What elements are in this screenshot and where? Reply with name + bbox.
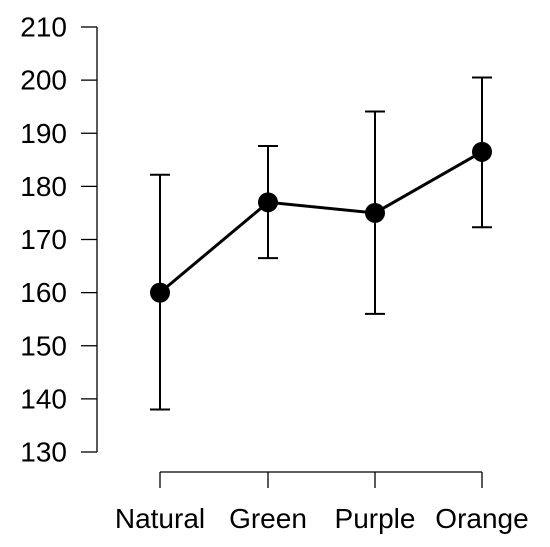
y-tick-label: 190	[20, 118, 67, 149]
x-tick-label: Purple	[335, 503, 416, 534]
data-point	[365, 202, 385, 223]
series-line-group	[159, 150, 483, 294]
y-tick-label: 210	[20, 12, 67, 43]
y-tick-label: 130	[20, 437, 67, 468]
y-tick-label: 160	[20, 277, 67, 308]
y-tick-label: 200	[20, 65, 67, 96]
y-tick-label: 150	[20, 330, 67, 361]
y-axis: 130 140 150 160 170 180 190 200 210	[20, 12, 98, 468]
series-line	[159, 150, 483, 294]
data-points	[150, 141, 492, 303]
x-tick-label: Orange	[435, 503, 528, 534]
x-axis: Natural Green Purple Orange	[115, 471, 529, 534]
error-bars	[150, 76, 492, 411]
data-point	[150, 282, 170, 303]
data-point	[258, 192, 278, 213]
y-tick-label: 140	[20, 383, 67, 414]
data-point	[472, 141, 492, 162]
y-tick-label: 180	[20, 171, 67, 202]
x-tick-label: Green	[229, 503, 307, 534]
y-tick-label: 170	[20, 224, 67, 255]
x-tick-label: Natural	[115, 503, 205, 534]
